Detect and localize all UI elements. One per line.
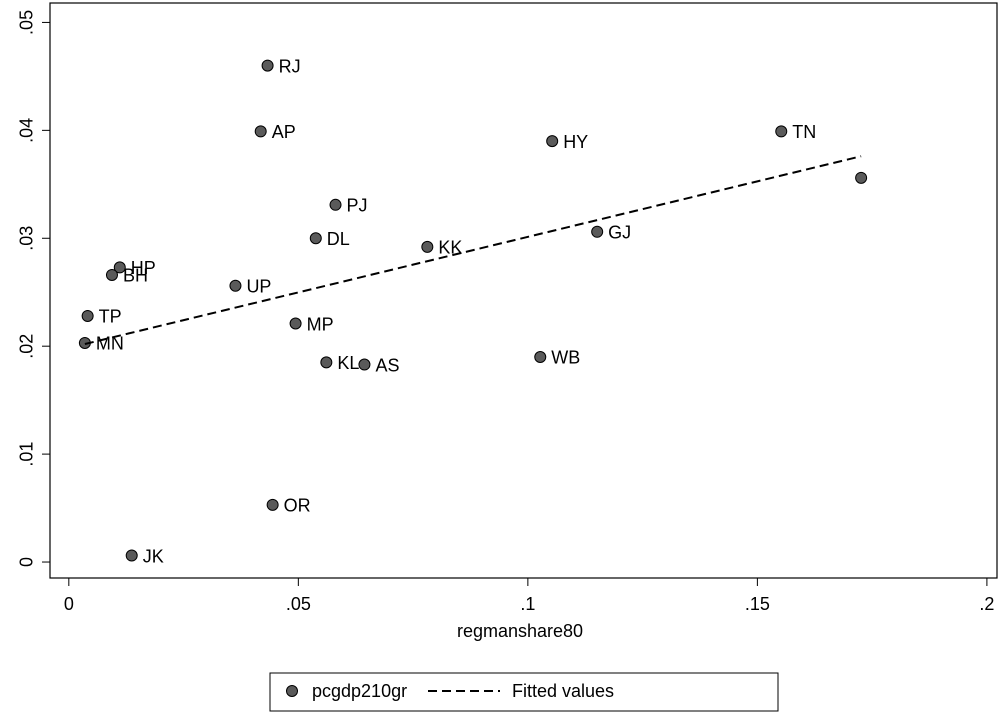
point	[125, 549, 138, 562]
point-label: MN	[96, 334, 124, 354]
point	[421, 240, 434, 253]
point	[266, 498, 279, 511]
point-label: KK	[438, 238, 462, 258]
point	[546, 135, 559, 148]
point-label: RJ	[279, 56, 301, 76]
x-tick-label: .05	[286, 594, 311, 614]
y-tick-label: 0	[17, 557, 37, 567]
point	[591, 225, 604, 238]
point-label: MP	[307, 314, 334, 334]
point	[81, 309, 94, 322]
y-tick-label: .04	[17, 118, 37, 143]
y-tick-label: .02	[17, 334, 37, 359]
point	[254, 125, 267, 138]
point-label: AS	[375, 355, 399, 375]
point	[229, 279, 242, 292]
legend-label: pcgdp210gr	[312, 681, 407, 701]
point	[329, 198, 342, 211]
point-label: AP	[272, 122, 296, 142]
legend-label: Fitted values	[512, 681, 614, 701]
point	[855, 171, 868, 184]
point-label: KL	[337, 353, 359, 373]
legend-marker	[286, 685, 298, 697]
point-label: JK	[143, 546, 164, 566]
x-tick-label: 0	[64, 594, 74, 614]
point-label: TN	[792, 122, 816, 142]
y-tick-label: .05	[17, 10, 37, 35]
point-label: BH	[123, 266, 148, 286]
x-tick-label: .1	[520, 594, 535, 614]
point	[105, 268, 118, 281]
plot-frame	[49, 2, 998, 579]
point	[261, 59, 274, 72]
point-label: HP	[131, 258, 156, 278]
x-tick-label: .15	[745, 594, 770, 614]
legend	[269, 672, 779, 712]
point-label: DL	[327, 229, 350, 249]
point	[309, 232, 322, 245]
point-label: TP	[99, 307, 122, 327]
point-label: GJ	[608, 223, 631, 243]
x-axis-title: regmanshare80	[457, 621, 583, 641]
x-tick-label: .2	[979, 594, 994, 614]
point-label: WB	[551, 348, 580, 368]
point-label: OR	[284, 496, 311, 516]
point-label: HY	[563, 132, 588, 152]
point	[289, 317, 302, 330]
point	[358, 358, 371, 371]
point	[320, 356, 333, 369]
point	[113, 261, 126, 274]
y-tick-label: .01	[17, 442, 37, 467]
point	[534, 350, 547, 363]
y-tick-label: .03	[17, 226, 37, 251]
point-label: UP	[246, 277, 271, 297]
fit-line	[84, 155, 862, 346]
point-label: PJ	[347, 196, 368, 216]
point	[775, 125, 788, 138]
